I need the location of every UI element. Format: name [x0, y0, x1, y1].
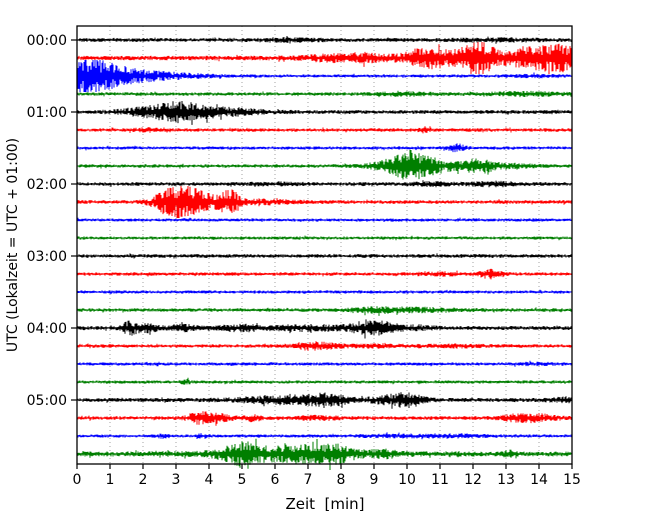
y-axis-label: UTC (Lokalzeit = UTC + 01:00) [5, 137, 21, 353]
x-tick-label: 0 [73, 472, 82, 488]
y-tick-label: 01:00 [27, 105, 67, 121]
x-tick-label: 4 [205, 472, 214, 488]
x-tick-label: 5 [238, 472, 247, 488]
x-tick-label: 9 [370, 472, 379, 488]
x-tick-label: 15 [563, 472, 581, 488]
x-tick-label: 13 [497, 472, 515, 488]
x-tick-label: 14 [530, 472, 548, 488]
y-tick-label: 04:00 [27, 321, 67, 337]
y-tick-label: 03:00 [27, 249, 67, 265]
trace-04:45 [76, 377, 573, 385]
y-tick-label: 00:00 [27, 33, 67, 49]
trace-01:45 [76, 150, 573, 180]
x-tick-label: 7 [304, 472, 313, 488]
trace-03:45 [76, 306, 573, 316]
plot-border [76, 25, 573, 465]
y-tick-label: 02:00 [27, 177, 67, 193]
trace-04:00 [76, 319, 573, 339]
x-tick-label: 10 [398, 472, 416, 488]
trace-01:00 [76, 101, 573, 125]
x-axis-label: Zeit [min] [285, 495, 365, 513]
x-tick-label: 6 [271, 472, 280, 488]
x-tick-label: 2 [139, 472, 148, 488]
x-tick-label: 12 [464, 472, 482, 488]
y-tick-label: 05:00 [27, 393, 67, 409]
x-tick-label: 1 [106, 472, 115, 488]
x-tick-label: 8 [337, 472, 346, 488]
x-tick-label: 11 [431, 472, 449, 488]
x-tick-label: 3 [172, 472, 181, 488]
